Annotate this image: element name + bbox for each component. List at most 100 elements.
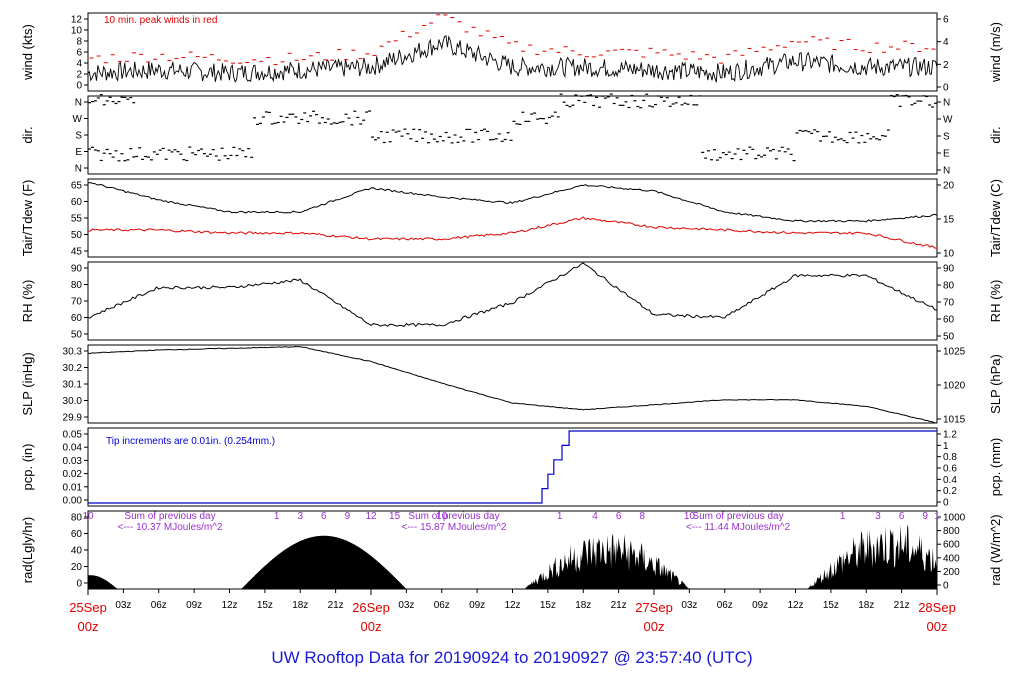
tair-series-line <box>87 182 938 223</box>
rad-sum-value: <--- 15.87 MJoules/m^2 <box>401 522 506 533</box>
right-tick-label-wind: 4 <box>943 37 949 48</box>
right-tick-label-rh: 80 <box>943 281 955 292</box>
rad-hour-mark: 15 <box>389 511 401 522</box>
right-tick-label-slp: 1025 <box>943 347 966 358</box>
right-axis-label-slp: SLP (hPa) <box>988 354 1003 414</box>
left-tick-label-wind: 8 <box>76 37 82 48</box>
right-tick-label-slp: 1020 <box>943 381 966 392</box>
right-tick-label-pcp: 0.4 <box>943 475 957 486</box>
right-tick-label-rad: 200 <box>943 567 960 578</box>
left-axis-label-slp: SLP (inHg) <box>20 352 35 415</box>
right-tick-label-temp: 10 <box>943 249 955 260</box>
left-tick-label-wind: 10 <box>71 26 83 37</box>
left-tick-label-slp: 30.3 <box>63 347 83 358</box>
left-tick-label-pcp: 0.00 <box>63 496 83 507</box>
left-tick-label-wind: 0 <box>76 81 82 92</box>
left-tick-label-wind: 2 <box>76 70 82 81</box>
tdew-series-line <box>87 216 938 249</box>
panel-frame-temp <box>87 178 938 258</box>
left-tick-label-rad: 80 <box>71 513 83 524</box>
day-label: 26Sep <box>352 600 390 615</box>
left-axis-label-wind: wind (kts) <box>20 24 35 81</box>
left-tick-label-wind: 4 <box>76 59 82 70</box>
rad-hour-mark: 6 <box>899 511 905 522</box>
rad-hour-mark: 3 <box>875 511 881 522</box>
panel-frame-rh <box>87 261 938 341</box>
left-tick-label-rh: 60 <box>71 313 83 324</box>
x-tick-label: 03z <box>115 600 131 611</box>
right-axis-label-dir: dir. <box>988 126 1003 143</box>
left-tick-label-wind: 6 <box>76 48 82 59</box>
left-axis-label-temp: Tair/Tdew (F) <box>20 180 35 257</box>
x-tick-label: 06z <box>717 600 733 611</box>
rad-hour-mark: 6 <box>616 511 622 522</box>
right-tick-label-temp: 15 <box>943 215 955 226</box>
wind-series-line <box>87 35 938 84</box>
x-tick-label: 18z <box>292 600 308 611</box>
left-axis-label-dir: dir. <box>20 126 35 143</box>
x-tick-label: 15z <box>823 600 839 611</box>
left-axis-label-pcp: pcp. (in) <box>20 444 35 491</box>
rad-hour-mark: 10 <box>684 511 696 522</box>
left-tick-label-dir: E <box>75 147 82 158</box>
left-tick-label-slp: 29.9 <box>63 413 83 424</box>
pcp-annotation: Tip increments are 0.01in. (0.254mm.) <box>106 436 275 447</box>
x-tick-label: 18z <box>575 600 591 611</box>
left-tick-label-wind: 12 <box>71 15 83 26</box>
right-axis-label-temp: Tair/Tdew (C) <box>988 179 1003 257</box>
right-tick-label-pcp: 1.2 <box>943 430 957 441</box>
x-tick-label: 09z <box>752 600 768 611</box>
right-tick-label-rad: 400 <box>943 553 960 564</box>
right-tick-label-rad: 0 <box>943 581 949 592</box>
x-tick-label: 15z <box>257 600 273 611</box>
x-tick-label: 09z <box>186 600 202 611</box>
rad-hour-mark: 1 <box>274 511 280 522</box>
rad-day-area <box>241 535 407 589</box>
x-tick-label: 15z <box>540 600 556 611</box>
x-tick-label: 21z <box>328 600 344 611</box>
x-tick-label: 21z <box>611 600 627 611</box>
left-tick-label-slp: 30.0 <box>63 396 83 407</box>
right-axis-label-rh: RH (%) <box>988 280 1003 323</box>
right-tick-label-rh: 90 <box>943 264 955 275</box>
left-tick-label-dir: W <box>73 114 83 125</box>
left-axis-label-rh: RH (%) <box>20 280 35 323</box>
left-tick-label-rh: 80 <box>71 280 83 291</box>
right-tick-label-dir: S <box>943 132 950 143</box>
slp-series-line <box>87 345 938 424</box>
x-tick-label: 06z <box>151 600 167 611</box>
right-tick-label-dir: W <box>943 115 953 126</box>
right-tick-label-dir: N <box>943 166 950 177</box>
panel-frame-dir <box>87 95 938 175</box>
right-tick-label-pcp: 0.8 <box>943 452 957 463</box>
left-tick-label-pcp: 0.04 <box>63 443 83 454</box>
rad-hour-mark: 6 <box>321 511 327 522</box>
x-tick-label: 12z <box>787 600 803 611</box>
footer-title: UW Rooftop Data for 20190924 to 20190927… <box>271 648 753 667</box>
day-hour-label: 00z <box>78 619 99 634</box>
left-tick-label-slp: 30.1 <box>63 380 83 391</box>
pcp-series-line <box>88 430 937 504</box>
left-axis-label-rad: rad(Lgly/hr) <box>20 517 35 583</box>
day-label: 27Sep <box>635 600 673 615</box>
rad-hour-mark: 1 <box>934 511 940 522</box>
left-tick-label-rad: 20 <box>71 562 83 573</box>
rad-sum-label: Sum of previous day <box>124 511 215 522</box>
right-tick-label-temp: 20 <box>943 181 955 192</box>
left-tick-label-temp: 50 <box>71 230 83 241</box>
rad-sum-value: <--- 11.44 MJoules/m^2 <box>686 522 791 533</box>
rad-hour-mark: 4 <box>592 511 598 522</box>
rad-hour-mark: 10 <box>436 511 448 522</box>
rad-day-area <box>807 524 937 589</box>
left-tick-label-pcp: 0.02 <box>63 469 83 480</box>
rad-hour-mark: 1 <box>557 511 563 522</box>
day-label: 25Sep <box>69 600 107 615</box>
right-tick-label-pcp: 0.2 <box>943 486 957 497</box>
x-tick-label: 09z <box>469 600 485 611</box>
right-tick-label-pcp: 0.6 <box>943 464 957 475</box>
left-tick-label-rad: 60 <box>71 529 83 540</box>
left-tick-label-pcp: 0.05 <box>63 430 83 441</box>
left-tick-label-rh: 70 <box>71 297 83 308</box>
left-tick-label-dir: N <box>75 98 82 109</box>
